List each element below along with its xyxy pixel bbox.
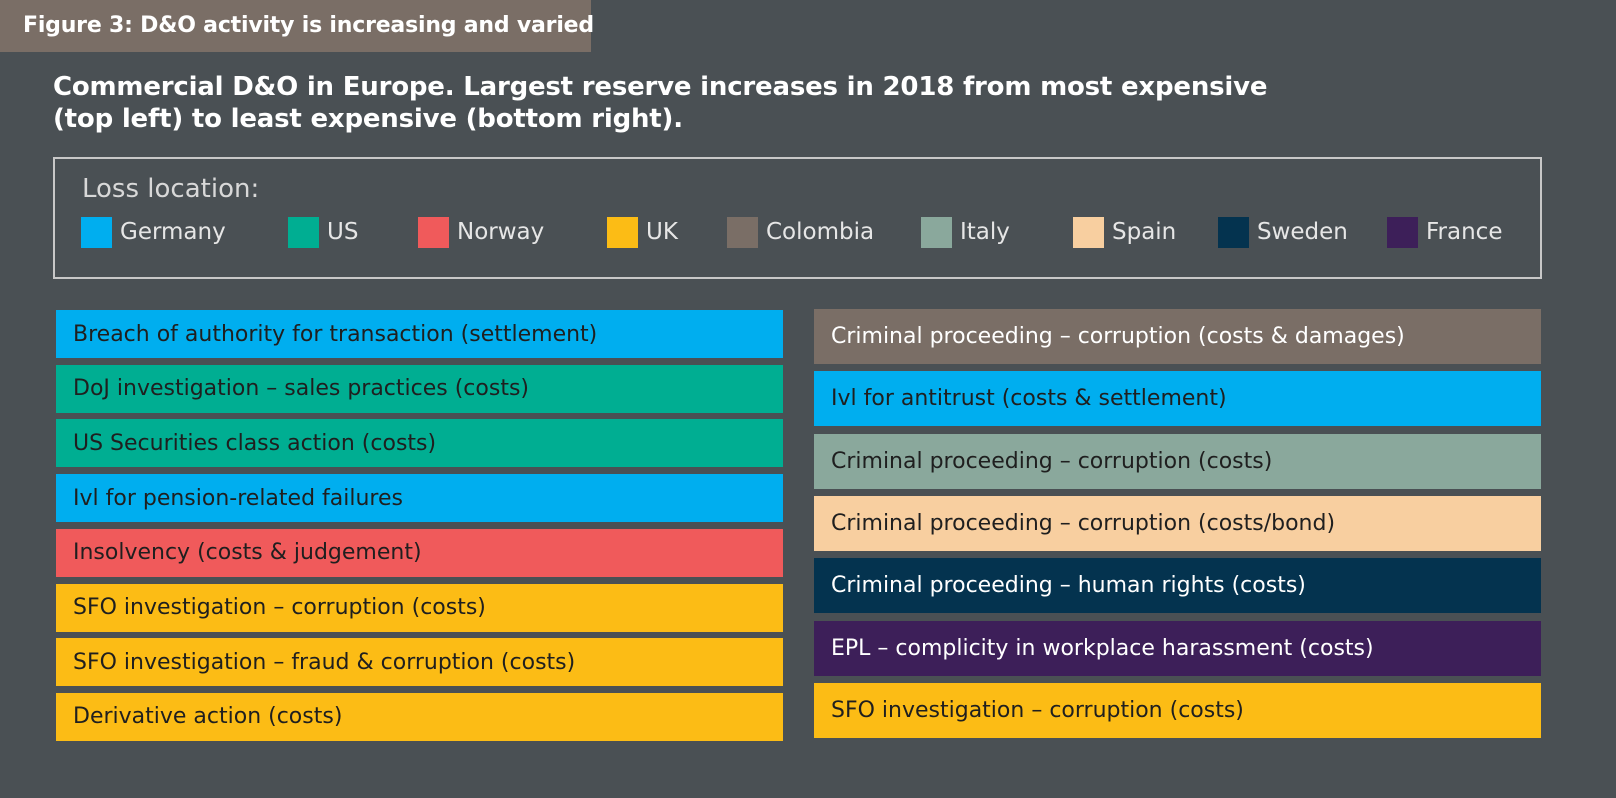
subtitle-line-1: Commercial D&O in Europe. Largest reserv… xyxy=(53,72,1268,102)
right-row-text: Ivl for antitrust (costs & settlement) xyxy=(831,386,1227,412)
left-row-text: US Securities class action (costs) xyxy=(73,430,437,456)
legend-box: Loss location: Germany US Norway UK Colombia… xyxy=(53,157,1542,279)
left-row-text: Derivative action (costs) xyxy=(73,704,343,730)
legend-swatch-spain xyxy=(1073,216,1104,248)
legend-label-uk: UK xyxy=(646,219,678,245)
legend-item-france: France xyxy=(1387,216,1502,248)
left-row-text: SFO investigation – fraud & corruption (… xyxy=(73,649,576,675)
legend-label-germany: Germany xyxy=(120,219,226,245)
legend-label-colombia: Colombia xyxy=(766,219,875,245)
legend-item-spain: Spain xyxy=(1073,216,1176,248)
left-row-text: SFO investigation – corruption (costs) xyxy=(73,595,486,620)
legend-swatch-france xyxy=(1387,216,1418,248)
figure-label: Figure 3: D&O activity is increasing and… xyxy=(0,0,594,52)
legend-item-italy: Italy xyxy=(921,216,1010,248)
right-row-4: Criminal proceeding – corruption (costs/… xyxy=(814,495,1541,551)
right-row-text: Criminal proceeding – corruption (costs) xyxy=(831,448,1273,474)
left-row-1: Breach of authority for transaction (set… xyxy=(56,310,783,358)
legend-label-italy: Italy xyxy=(960,219,1010,245)
right-row-2: Ivl for antitrust (costs & settlement) xyxy=(814,371,1541,427)
right-row-text: EPL – complicity in workplace harassment… xyxy=(831,635,1374,661)
legend-item-uk: UK xyxy=(607,216,678,248)
legend-item-germany: Germany xyxy=(81,216,226,248)
legend-swatch-sweden xyxy=(1218,216,1249,248)
right-row-7: SFO investigation – corruption (costs) xyxy=(814,682,1541,738)
legend-label-spain: Spain xyxy=(1112,219,1177,245)
legend-label-sweden: Sweden xyxy=(1257,219,1348,245)
left-row-6: SFO investigation – corruption (costs) xyxy=(56,583,783,632)
right-row-text: SFO investigation – corruption (costs) xyxy=(831,697,1244,723)
legend-swatch-uk xyxy=(607,216,638,248)
legend-swatch-italy xyxy=(921,216,952,248)
legend-item-norway: Norway xyxy=(418,216,544,248)
legend-label-france: France xyxy=(1426,219,1503,245)
left-row-text: Breach of authority for transaction (set… xyxy=(73,321,598,347)
right-row-5: Criminal proceeding – human rights (cost… xyxy=(814,558,1541,614)
left-row-3: US Securities class action (costs) xyxy=(56,419,783,468)
legend-label-norway: Norway xyxy=(457,219,545,245)
legend-swatch-germany xyxy=(81,216,112,248)
right-row-text: Criminal proceeding – corruption (costs/… xyxy=(831,510,1336,536)
legend-swatch-us xyxy=(288,216,319,248)
right-row-3: Criminal proceeding – corruption (costs) xyxy=(814,433,1541,489)
left-row-text: Ivl for pension-related failures xyxy=(73,485,403,511)
legend-items: Germany US Norway UK Colombia Italy Spain Swede… xyxy=(55,216,1540,248)
legend-swatch-norway xyxy=(418,216,449,248)
legend-item-us: US xyxy=(288,216,358,248)
left-row-5: Insolvency (costs & judgement) xyxy=(56,528,783,577)
right-row-text: Criminal proceeding – corruption (costs … xyxy=(831,324,1405,349)
chart-subtitle: Commercial D&O in Europe. Largest reserv… xyxy=(53,71,1293,135)
right-row-text: Criminal proceeding – human rights (cost… xyxy=(831,573,1306,599)
left-row-2: DoJ investigation – sales practices (cos… xyxy=(56,364,783,413)
left-row-text: Insolvency (costs & judgement) xyxy=(73,540,422,566)
legend-title: Loss location: xyxy=(82,174,260,204)
right-row-1: Criminal proceeding – corruption (costs … xyxy=(814,309,1541,364)
left-row-8: Derivative action (costs) xyxy=(56,692,783,741)
left-row-4: Ivl for pension-related failures xyxy=(56,474,783,523)
legend-swatch-colombia xyxy=(727,216,758,248)
subtitle-line-2: (top left) to least expensive (bottom ri… xyxy=(53,104,683,134)
left-row-7: SFO investigation – fraud & corruption (… xyxy=(56,638,783,687)
right-row-6: EPL – complicity in workplace harassment… xyxy=(814,620,1541,676)
legend-item-colombia: Colombia xyxy=(727,216,874,248)
left-row-text: DoJ investigation – sales practices (cos… xyxy=(73,376,529,402)
legend-label-us: US xyxy=(327,219,359,245)
legend-item-sweden: Sweden xyxy=(1218,216,1348,248)
